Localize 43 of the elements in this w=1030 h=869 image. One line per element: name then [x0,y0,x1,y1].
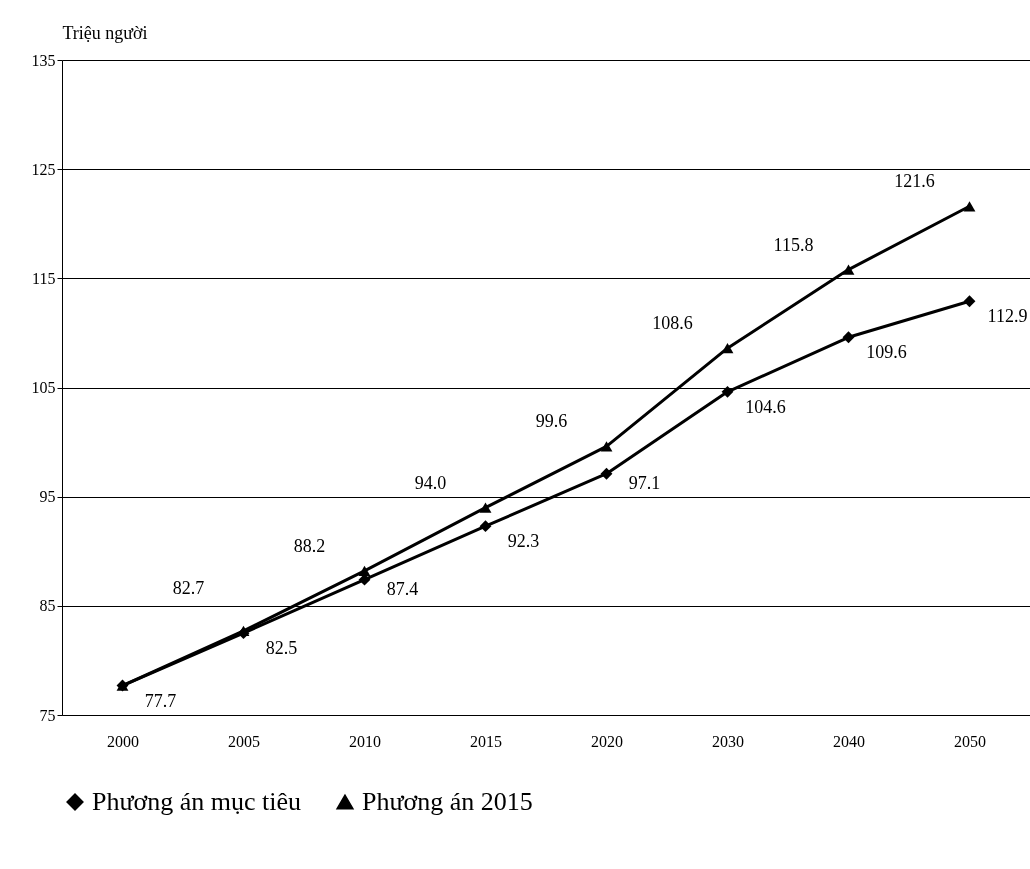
x-tick-label: 2015 [470,732,502,750]
point [600,441,613,452]
y-tick-label: 75 [39,706,56,724]
x-tick-label: 2030 [712,732,744,750]
data-label: 97.1 [628,472,661,493]
y-tick-label: 135 [31,51,56,69]
data-label: 99.6 [535,411,568,432]
x-tick-label: 2020 [591,732,623,750]
point [963,295,976,308]
point [963,201,976,212]
y-tick-label: 125 [31,160,56,178]
data-label: 94.0 [414,472,447,493]
x-tick-label: 2010 [349,732,381,750]
data-label: 92.3 [507,531,540,552]
y-tick-label: 105 [31,379,56,396]
data-label: 112.9 [987,306,1028,327]
x-tick-label: 2000 [107,732,139,750]
data-label: 104.6 [745,396,786,417]
data-label: 108.6 [652,313,693,334]
data-label: 82.7 [172,577,205,598]
data-label: 87.4 [386,578,419,599]
legend-label: Phương án 2015 [362,787,533,816]
point [479,502,492,513]
data-label: 121.6 [894,171,935,192]
point [479,520,492,533]
point [721,385,734,398]
y-tick-label: 115 [32,269,56,287]
x-tick-label: 2050 [954,732,986,750]
x-tick-label: 2005 [228,732,260,750]
data-label: 88.2 [293,535,326,556]
point [600,467,613,480]
point [842,331,855,344]
y-tick-label: 95 [39,488,56,506]
x-tick-label: 2040 [833,732,865,750]
data-label: 77.7 [144,690,177,711]
y-axis-title: Triệu người [62,22,148,43]
legend-label: Phương án mục tiêu [92,787,302,816]
data-label: 115.8 [773,234,814,255]
y-tick-label: 85 [39,597,56,615]
point [358,565,371,577]
point [842,264,855,275]
data-label: 109.6 [866,342,907,363]
data-label: 82.5 [265,638,298,659]
